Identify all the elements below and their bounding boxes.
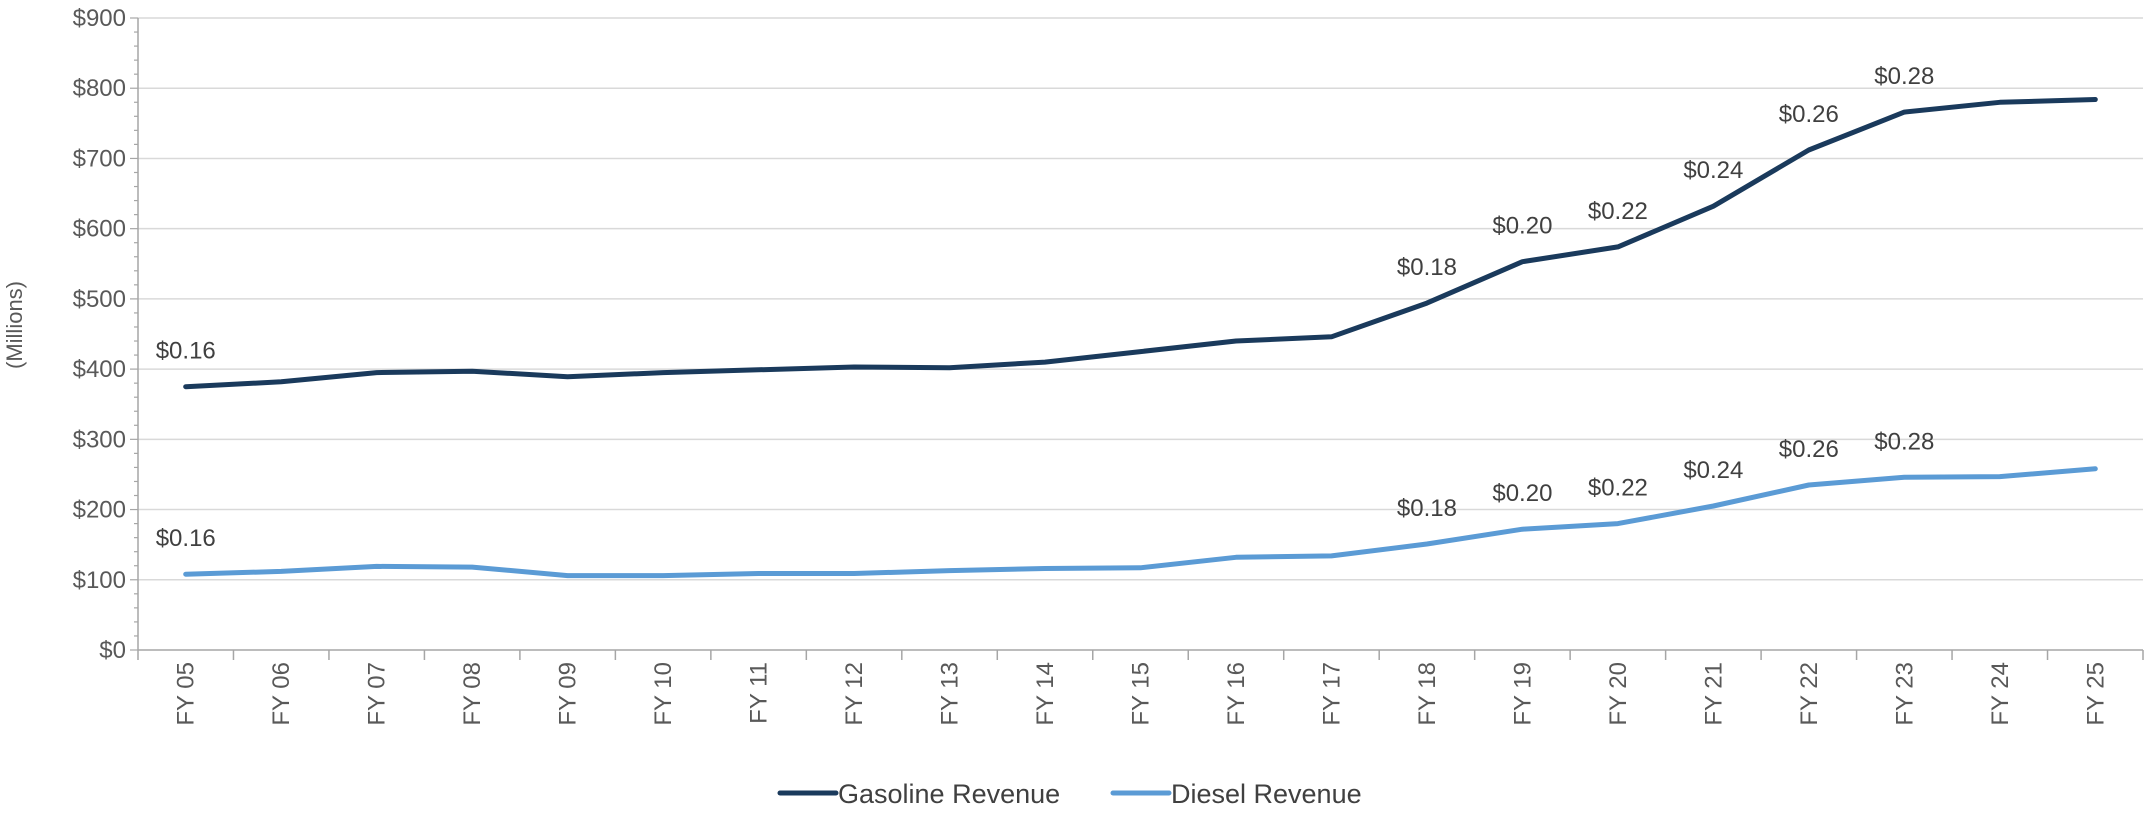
data-labels: $0.16 $0.18 $0.20 $0.22 $0.24 $0.26 $0.28 $0.16… [156,63,1935,552]
data-label: $0.22 [1588,475,1648,502]
data-label: $0.24 [1683,157,1743,184]
x-axis-tick-labels: FY 05 FY 06 FY 07 FY 08 FY 09 FY 10 FY 11 FY 12… [173,662,2110,726]
data-label: $0.24 [1683,457,1743,484]
x-tick-label: FY 06 [268,662,295,726]
series-line-gasoline [183,97,2098,390]
x-tick-label: FY 16 [1223,662,1250,726]
x-tick-label: FY 05 [173,662,200,726]
data-label: $0.26 [1779,436,1839,463]
y-tick-label: $800 [73,75,126,102]
y-tick-label: $500 [73,286,126,313]
y-tick-label: $400 [73,356,126,383]
y-tick-label: $700 [73,145,126,172]
y-tick-label: $300 [73,426,126,453]
x-tick-label: FY 24 [1987,662,2014,726]
data-label: $0.26 [1779,101,1839,128]
data-label: $0.28 [1874,428,1934,455]
data-label: $0.16 [156,525,216,552]
axes [130,17,2144,660]
data-label: $0.16 [156,338,216,365]
x-tick-label: FY 14 [1032,662,1059,726]
x-tick-label: FY 18 [1414,662,1441,726]
y-tick-label: $600 [73,216,126,243]
data-label: $0.18 [1397,254,1457,281]
x-tick-label: FY 08 [459,662,486,726]
y-axis-title: (Millions) [2,281,27,369]
x-tick-label: FY 23 [1891,662,1918,726]
x-tick-label: FY 19 [1509,662,1536,726]
x-tick-label: FY 07 [364,662,391,726]
x-tick-label: FY 25 [2082,662,2109,726]
y-tick-label: $200 [73,497,126,524]
x-tick-label: FY 17 [1318,662,1345,726]
x-tick-label: FY 20 [1605,662,1632,726]
y-tick-label: $900 [73,5,126,32]
legend-label: Gasoline Revenue [838,779,1060,809]
x-tick-label: FY 11 [746,662,773,724]
series-lines [183,97,2098,579]
x-tick-label: FY 10 [650,662,677,726]
data-label: $0.18 [1397,495,1457,522]
x-tick-label: FY 09 [555,662,582,726]
y-tick-label: $100 [73,567,126,594]
x-tick-label: FY 21 [1700,662,1727,726]
y-tick-label: $0 [99,637,126,664]
x-tick-label: FY 15 [1128,662,1155,726]
x-tick-label: FY 13 [937,662,964,726]
x-tick-label: FY 12 [841,662,868,726]
series-line-diesel [183,466,2098,579]
x-tick-label: FY 22 [1796,662,1823,726]
data-label: $0.22 [1588,198,1648,225]
data-label: $0.20 [1492,480,1552,507]
legend[interactable]: Gasoline Revenue Diesel Revenue [777,779,1362,809]
data-label: $0.28 [1874,63,1934,90]
gridlines [138,17,2143,581]
data-label: $0.20 [1492,213,1552,240]
y-axis-tick-labels: $0 $100 $200 $300 $400 $500 $600 $700 $800 $900 [73,5,126,664]
legend-label: Diesel Revenue [1171,779,1362,809]
